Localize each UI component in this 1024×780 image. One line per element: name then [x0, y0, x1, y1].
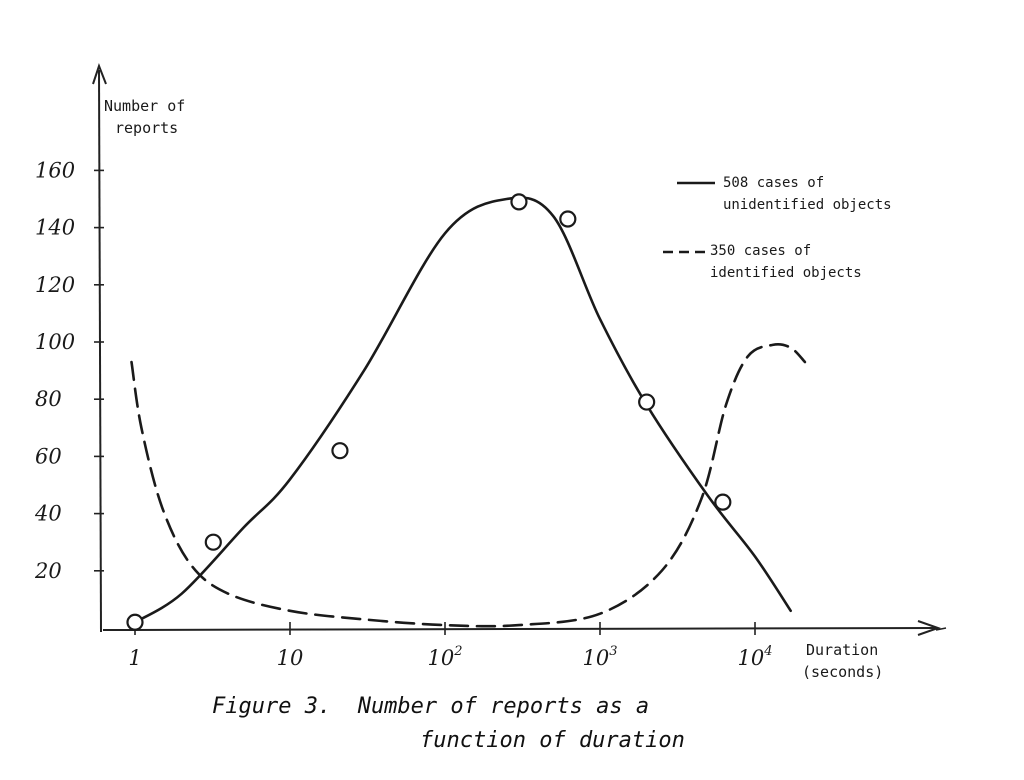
y-tick-label: 100	[35, 330, 75, 354]
x-tick-label: 104	[737, 644, 772, 670]
x-tick-label: 10	[277, 646, 304, 670]
y-axis-line	[98, 69, 102, 633]
series-layer	[126, 193, 807, 631]
data-point	[559, 210, 577, 228]
legend-label: unidentified objects	[723, 197, 892, 213]
x-axis-tail	[935, 627, 947, 631]
x-tick-label: 103	[582, 644, 617, 670]
data-point	[510, 193, 528, 211]
y-tick-label: 80	[35, 387, 62, 411]
y-axis-label-line: Number of	[104, 97, 185, 115]
y-tick-label: 140	[35, 216, 75, 240]
legend-label: 508 cases of	[723, 175, 824, 191]
x-axis-label-line: (seconds)	[802, 663, 883, 681]
y-tick-label: 120	[35, 273, 75, 297]
data-point	[714, 493, 732, 511]
y-ticks: 20 40 60 80 100 120 140 160	[34, 158, 104, 583]
y-tick-label: 60	[35, 444, 62, 468]
data-point	[204, 533, 222, 551]
y-tick-label: 40	[34, 502, 62, 526]
y-axis-label-line: reports	[115, 119, 178, 137]
y-tick-label: 160	[35, 158, 75, 182]
x-axis-arrow	[917, 620, 942, 636]
x-axis-label: Duration (seconds)	[802, 641, 883, 681]
legend-label: identified objects	[710, 265, 862, 281]
caption-line-1: Figure 3. Number of reports as a	[212, 694, 650, 719]
legend: 508 cases of unidentified objects 350 case…	[663, 175, 892, 281]
legend-label: 350 cases of	[710, 243, 811, 259]
data-point	[331, 442, 349, 460]
x-tick-label: 1	[128, 646, 141, 670]
series-line-identified	[130, 343, 807, 628]
axes	[92, 63, 947, 636]
x-axis-label-line: Duration	[806, 641, 878, 659]
caption-line-2: function of duration	[420, 728, 685, 753]
y-axis-label: Number of reports	[104, 97, 185, 137]
y-axis-arrow	[92, 63, 107, 85]
x-tick-label: 102	[427, 644, 462, 670]
x-axis-line	[102, 627, 936, 631]
y-tick-label: 20	[34, 559, 62, 583]
data-point	[126, 613, 144, 631]
data-point	[638, 393, 656, 411]
series-line-unidentified	[133, 196, 792, 624]
x-ticks: 1 10 102 103 104	[128, 622, 773, 670]
